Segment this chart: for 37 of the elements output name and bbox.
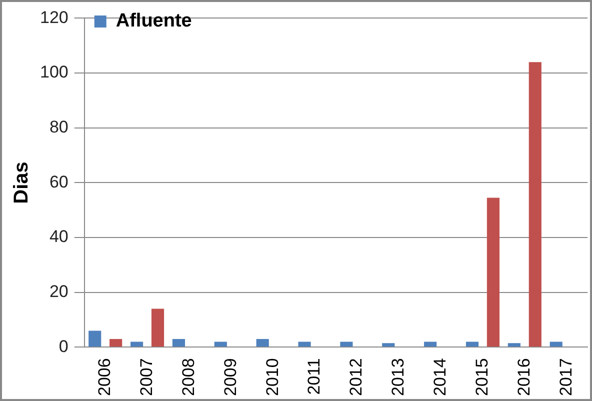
bar (466, 342, 479, 347)
bar (256, 338, 269, 347)
x-tick-label: 2010 (262, 358, 282, 396)
x-tick-label: 2012 (346, 358, 366, 396)
bar (424, 342, 437, 347)
x-tick-label: 2007 (136, 358, 156, 396)
bar (88, 330, 102, 347)
bar (550, 342, 562, 347)
y-tick-label: 20 (49, 282, 68, 302)
x-tick-label: 2008 (178, 358, 198, 396)
bar (298, 342, 311, 347)
x-tick-label: 2015 (472, 358, 492, 396)
y-tick-label: 60 (49, 172, 68, 192)
bar (508, 343, 520, 347)
bar (151, 308, 164, 347)
x-tick-label: 2013 (388, 358, 408, 396)
bar (110, 338, 122, 347)
x-tick-label: 2006 (95, 358, 114, 396)
bar (172, 338, 186, 347)
bar (214, 342, 227, 347)
y-tick-label: 80 (49, 118, 68, 137)
y-tick-label: 40 (49, 227, 68, 246)
x-tick-label: 2011 (304, 358, 324, 395)
y-axis-title: Dias (10, 162, 33, 204)
x-tick-label: 2017 (556, 358, 576, 396)
bar (528, 62, 542, 347)
bar (130, 342, 144, 347)
y-tick-label: 120 (40, 8, 68, 27)
legend-label: Afluente (116, 10, 192, 32)
x-tick-label: 2014 (430, 358, 450, 396)
x-tick-label: 2009 (220, 358, 240, 396)
y-tick-label: 0 (58, 336, 68, 356)
bar (340, 342, 353, 347)
bar (382, 343, 395, 347)
x-tick-label: 2016 (514, 358, 534, 396)
y-tick-label: 100 (40, 62, 68, 82)
bar (486, 198, 500, 347)
